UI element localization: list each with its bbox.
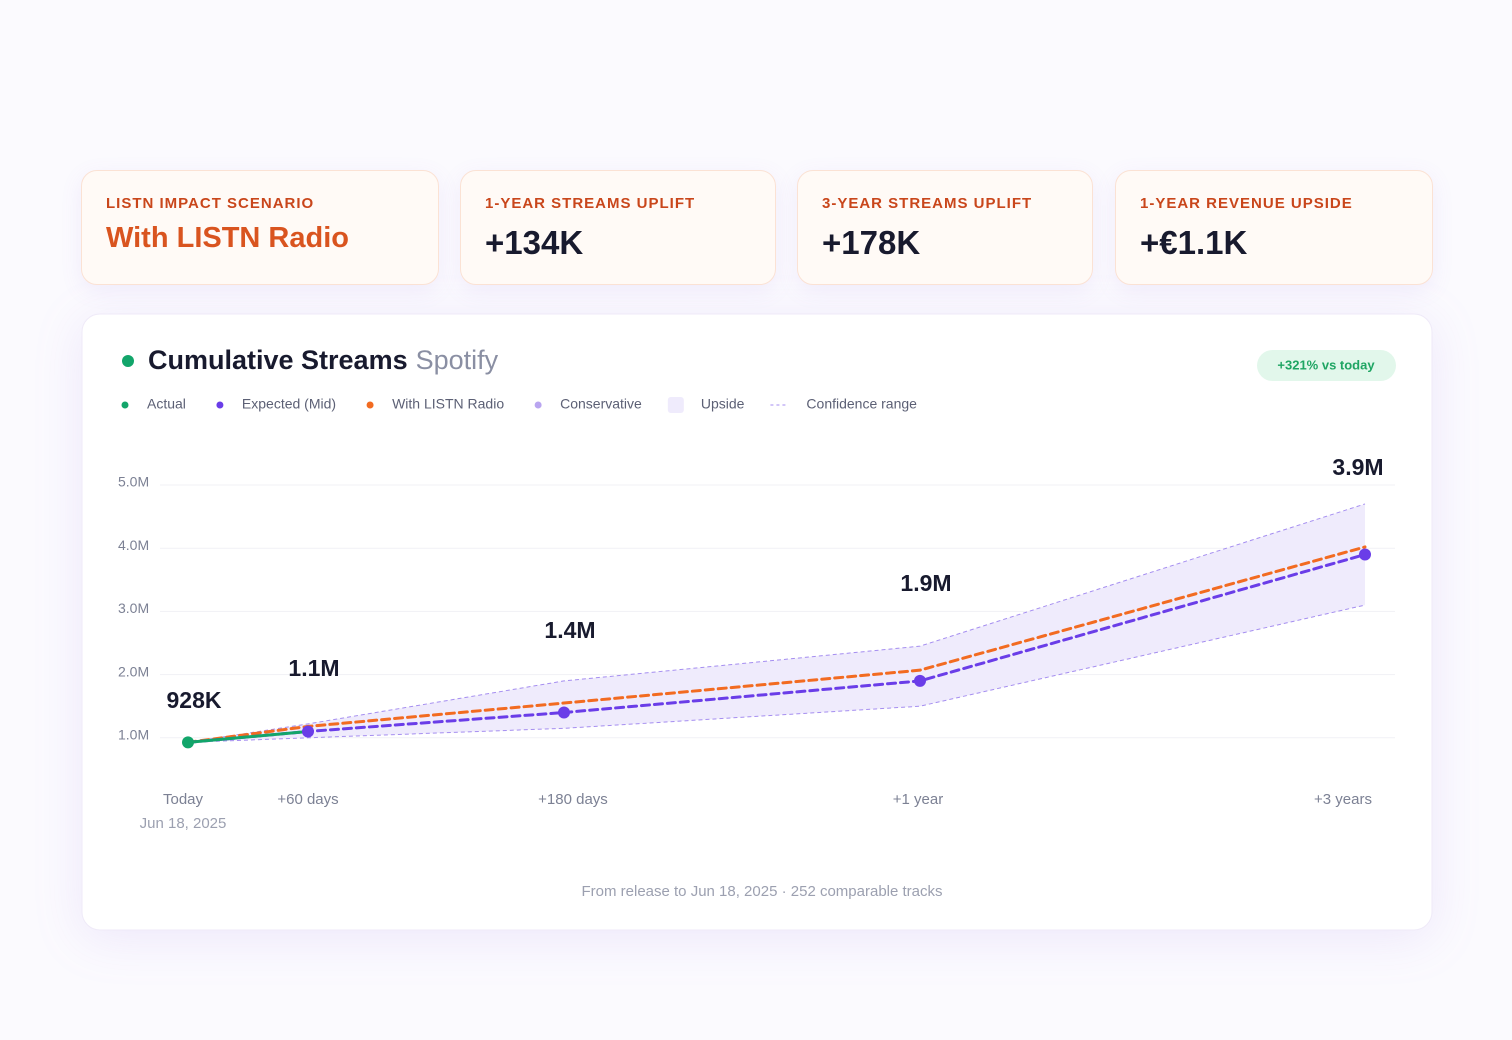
- y-tick-label: 2.0M: [118, 663, 149, 679]
- legend-swatch: [216, 401, 224, 409]
- legend-label: Conservative: [560, 396, 642, 412]
- confidence-edge: [187, 604, 1366, 743]
- x-sublabel: Jun 18, 2025: [140, 815, 227, 832]
- x-tick-label: +3 years: [1314, 791, 1372, 808]
- chart-title: Cumulative Streams: [148, 345, 408, 375]
- series-line: [186, 729, 310, 744]
- data-point: [558, 706, 570, 719]
- x-tick-label: Today: [163, 791, 204, 808]
- kpi-value: With LISTN Radio: [106, 222, 349, 254]
- legend-label: Expected (Mid): [242, 396, 336, 412]
- value-label: 1.1M: [288, 655, 339, 681]
- kpi-card: 1-YEAR REVENUE UPSIDE +€1.1K: [1115, 170, 1433, 285]
- legend-label: Actual: [147, 396, 186, 412]
- y-tick-label: 3.0M: [118, 600, 149, 616]
- confidence-edge: [187, 503, 1366, 743]
- legend-swatch: [667, 397, 684, 413]
- kpi-label: 1-YEAR REVENUE UPSIDE: [1140, 195, 1353, 212]
- value-label: 3.9M: [1332, 454, 1383, 480]
- legend-label: Confidence range: [806, 396, 917, 412]
- y-tick-label: 4.0M: [118, 537, 149, 553]
- kpi-label: LISTN IMPACT SCENARIO: [106, 195, 315, 212]
- kpi-value: +134K: [485, 224, 584, 261]
- value-label: 928K: [167, 687, 222, 713]
- y-tick-label: 5.0M: [118, 474, 149, 490]
- x-tick-label: +60 days: [277, 791, 338, 808]
- chart-subtitle: Spotify: [416, 345, 499, 375]
- legend-swatch: [366, 401, 374, 409]
- data-point: [914, 674, 926, 687]
- chart-card: [81, 313, 1433, 931]
- value-label: 1.9M: [900, 570, 951, 596]
- title-dot: [122, 355, 134, 367]
- series-line: [186, 545, 1367, 744]
- x-tick-label: +1 year: [893, 791, 943, 808]
- data-point: [182, 736, 194, 749]
- legend-swatch: [121, 401, 129, 409]
- legend-label: Upside: [701, 396, 745, 412]
- kpi-card: LISTN IMPACT SCENARIO With LISTN Radio: [81, 170, 439, 285]
- footer: From release to Jun 18, 2025 · 252 compa…: [581, 883, 942, 900]
- data-point: [1359, 548, 1371, 561]
- legend-swatch: [534, 401, 542, 409]
- kpi-card: 1-YEAR STREAMS UPLIFT +134K: [460, 170, 776, 285]
- data-point: [302, 725, 314, 738]
- legend-label: With LISTN Radio: [392, 396, 504, 412]
- kpi-value: +178K: [822, 224, 921, 261]
- kpi-label: 1-YEAR STREAMS UPLIFT: [485, 195, 696, 212]
- badge: [1257, 350, 1396, 381]
- kpi-card: 3-YEAR STREAMS UPLIFT +178K: [797, 170, 1093, 285]
- x-tick-label: +180 days: [538, 791, 608, 808]
- value-label: 1.4M: [544, 617, 595, 643]
- badge-text: +321% vs today: [1277, 357, 1375, 372]
- kpi-label: 3-YEAR STREAMS UPLIFT: [822, 195, 1033, 212]
- y-tick-label: 1.0M: [118, 727, 149, 743]
- kpi-value: +€1.1K: [1140, 224, 1248, 261]
